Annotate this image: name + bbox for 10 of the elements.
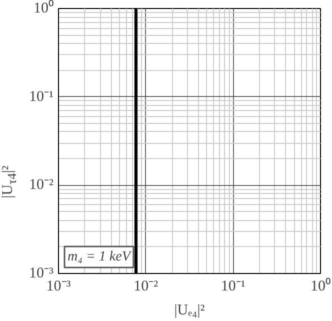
x-tick-label: 10⁻¹	[220, 278, 246, 294]
x-tick-label: 10⁰	[310, 278, 330, 294]
y-tick-label: 10⁻³	[29, 266, 54, 282]
y-tick-label: 10⁰	[34, 0, 54, 16]
y-tick-label: 10⁻²	[29, 177, 54, 194]
annotation: m₄ = 1 keV	[68, 250, 132, 264]
x-tick-label: 10⁻²	[134, 278, 159, 294]
x-tick-label: 10⁻³	[46, 278, 72, 294]
x-axis-title: |Uₑ₄|²	[174, 302, 206, 318]
y-tick-label: 10⁻¹	[29, 88, 54, 105]
